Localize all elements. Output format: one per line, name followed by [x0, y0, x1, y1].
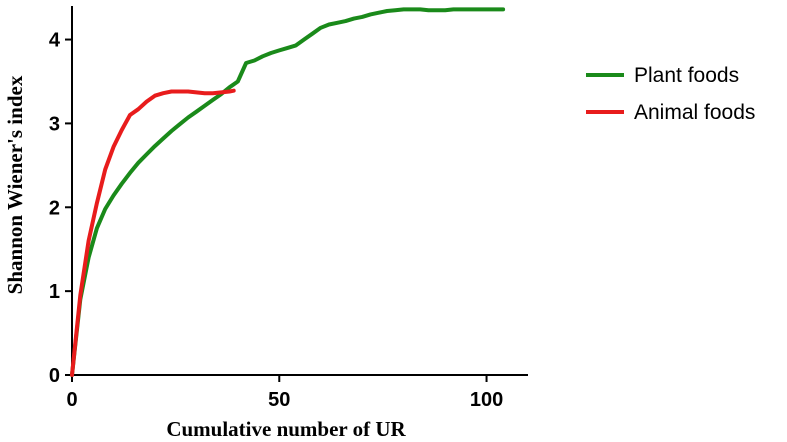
axes [71, 6, 528, 376]
ticks: 0 1 2 3 4 0 50 100 [49, 30, 503, 411]
y-tick-label: 4 [49, 30, 61, 52]
y-tick-label: 3 [49, 113, 60, 135]
legend: Plant foods Animal foods [586, 64, 755, 124]
legend-label-animal-foods: Animal foods [634, 101, 755, 124]
y-axis-title: Shannon Wiener's index [3, 75, 27, 294]
x-tick-label: 100 [470, 389, 503, 411]
x-tick-label: 0 [66, 389, 77, 411]
series-line-animal-foods [70, 88, 236, 377]
series-line-plant-foods [70, 7, 506, 377]
y-tick-label: 1 [49, 281, 60, 303]
series-lines [70, 7, 506, 377]
x-axis-title: Cumulative number of UR [166, 417, 406, 441]
y-tick-label: 2 [49, 197, 60, 219]
y-tick-label: 0 [49, 365, 60, 387]
x-tick-label: 50 [268, 389, 290, 411]
legend-label-plant-foods: Plant foods [634, 64, 739, 87]
